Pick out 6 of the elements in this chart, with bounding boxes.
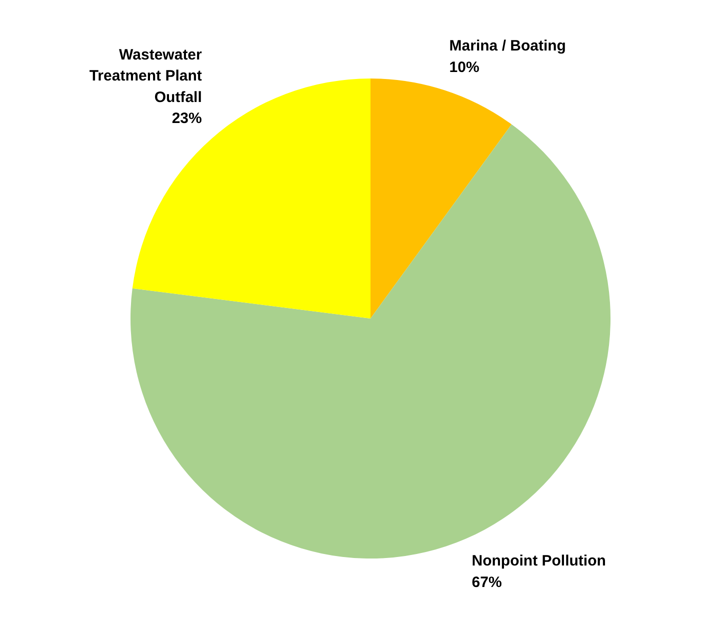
- slice-label: Marina / Boating: [449, 38, 566, 55]
- slice-label: Nonpoint Pollution: [472, 552, 606, 570]
- data-label: 67%: [472, 574, 502, 591]
- data-label: 10%: [449, 58, 480, 76]
- slice-label: Wastewater Treatment Plant Outfall: [89, 46, 202, 106]
- data-label: 23%: [172, 110, 202, 128]
